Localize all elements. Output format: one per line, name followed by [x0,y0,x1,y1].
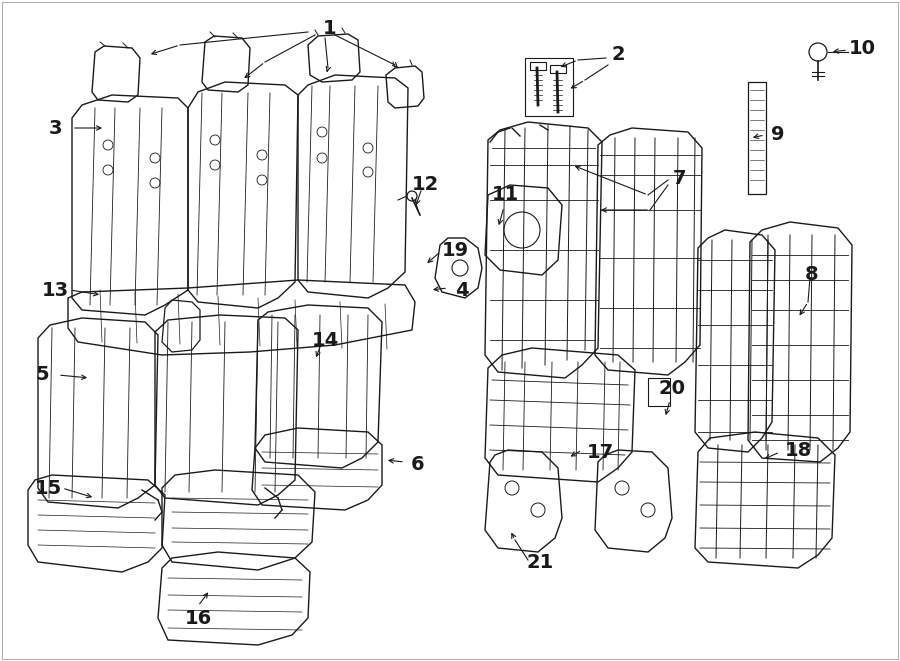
Bar [748,82,766,194]
Text: 13: 13 [41,280,68,299]
Text: 6: 6 [411,455,425,475]
Text: 17: 17 [587,442,614,461]
Bar [525,58,573,116]
Text: 21: 21 [526,553,554,572]
Text: 1: 1 [323,19,337,38]
Text: 8: 8 [806,266,819,284]
Text: 3: 3 [49,118,62,137]
Text: 5: 5 [35,366,49,385]
Text: 14: 14 [311,330,338,350]
Text: 2: 2 [611,46,625,65]
Text: 10: 10 [849,38,876,58]
Text: 18: 18 [785,440,812,459]
Bar [648,378,670,406]
Text: 11: 11 [491,186,518,204]
Text: 15: 15 [34,479,61,498]
Text: 19: 19 [441,241,469,260]
Text: 12: 12 [411,176,438,194]
Text: 20: 20 [659,379,686,397]
Text: 4: 4 [455,280,469,299]
Text: 16: 16 [184,609,212,627]
Text: 7: 7 [673,169,687,188]
Text: 9: 9 [771,126,785,145]
